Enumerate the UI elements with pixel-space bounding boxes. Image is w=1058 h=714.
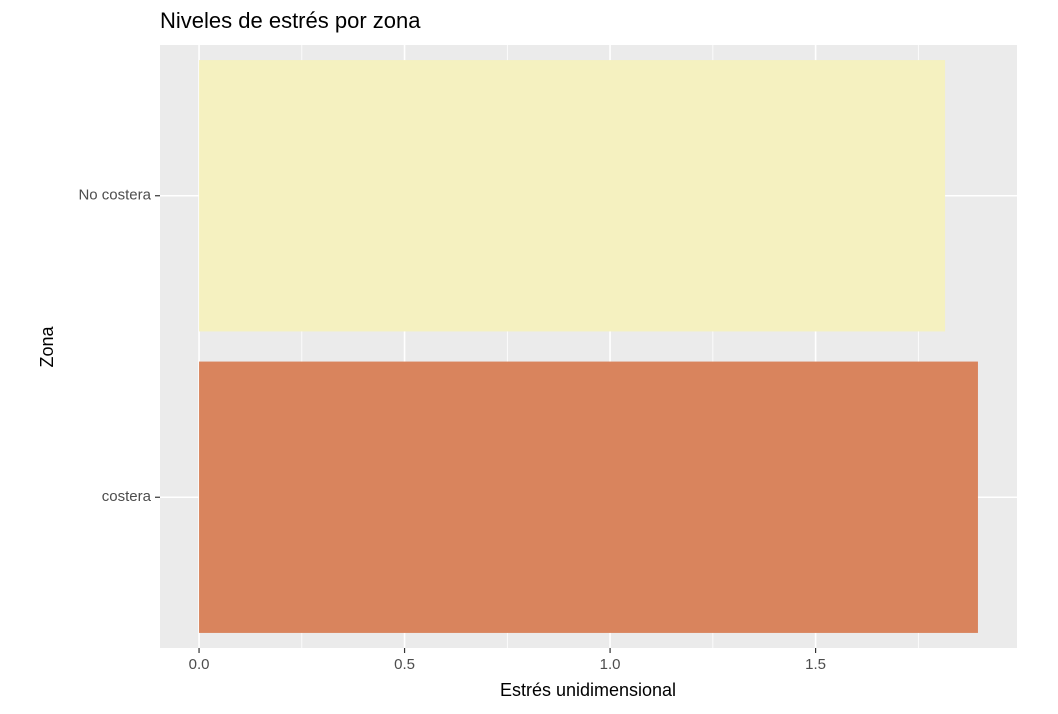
x-tick-label: 0.5 — [394, 656, 415, 673]
x-axis-label: Estrés unidimensional — [500, 680, 676, 700]
y-tick-label: costera — [102, 488, 152, 505]
x-tick-label: 1.0 — [600, 656, 621, 673]
x-tick-label: 0.0 — [189, 656, 210, 673]
bar — [199, 60, 946, 332]
chart-title: Niveles de estrés por zona — [160, 8, 421, 33]
x-tick-label: 1.5 — [805, 656, 826, 673]
y-axis-label: Zona — [37, 325, 57, 367]
y-tick-label: No costera — [78, 187, 151, 204]
bar — [199, 361, 978, 633]
